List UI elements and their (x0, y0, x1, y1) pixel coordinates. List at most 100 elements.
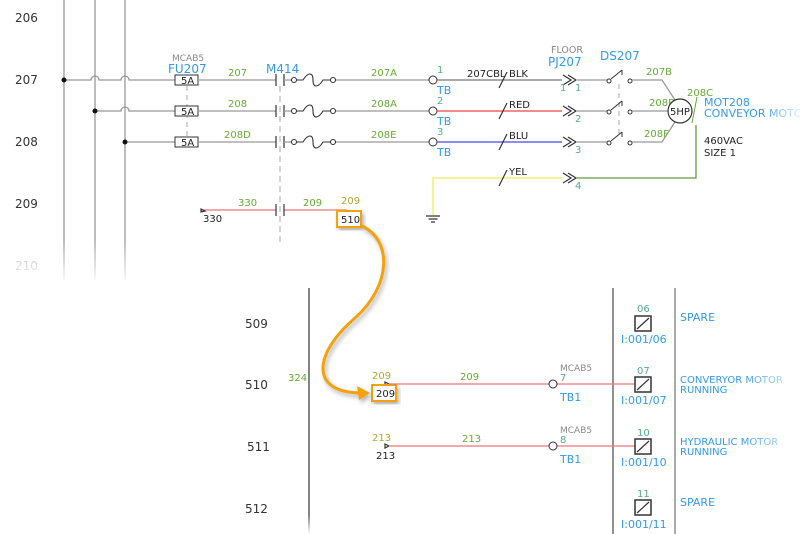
pin-number: 3 (575, 145, 581, 156)
rung-number: 209 (15, 197, 38, 211)
wire-label: 207B (646, 67, 672, 78)
overload-heaters[interactable] (284, 73, 337, 149)
wire-label: 208 (228, 99, 247, 110)
svg-text:209: 209 (376, 389, 395, 400)
plug-location: FLOOR (551, 45, 583, 56)
source-arrow-icon (200, 208, 207, 213)
fuse-tag: FU207 (168, 62, 207, 76)
auxiliary-contact[interactable] (275, 204, 285, 216)
source-arrow-icon (384, 443, 391, 449)
svg-text:2: 2 (437, 96, 443, 107)
motor-voltage: 460VAC (704, 136, 743, 147)
plc-input-06[interactable]: 06 I:001/06 (621, 304, 667, 346)
fuse[interactable]: 5A (174, 136, 199, 149)
wire-label: 209 (372, 371, 391, 382)
svg-text:510: 510 (341, 215, 360, 226)
rung-number: 206 (15, 11, 38, 25)
wire-label: 208E (371, 130, 396, 141)
motor[interactable]: 5HP (667, 98, 693, 124)
wire-label: 209 (341, 196, 360, 207)
disconnect-tag: DS207 (600, 49, 640, 63)
plc-input-10[interactable]: 10 I:001/10 (621, 428, 667, 469)
wire-label: 208A (371, 99, 397, 110)
fuse[interactable]: 5A (174, 74, 199, 87)
motor-size: SIZE 1 (704, 148, 736, 159)
plc-input-11[interactable]: 11 I:001/11 (621, 489, 667, 531)
cross-reference-510[interactable]: 510 (336, 210, 362, 228)
wire-label: 213 (372, 433, 391, 444)
rung-number: 509 (245, 317, 268, 331)
power-bus (61, 0, 175, 280)
junction-dot (61, 77, 67, 83)
rung-number: 207 (15, 73, 38, 87)
svg-text:06: 06 (637, 304, 650, 315)
svg-text:5A: 5A (181, 138, 194, 149)
cable-name: 207CBL (467, 69, 506, 80)
input-description: RUNNING (680, 385, 727, 396)
wire-label: 330 (238, 198, 257, 209)
wire-label: 207A (371, 68, 397, 79)
cross-reference-209[interactable]: 209 (371, 384, 397, 402)
terminal[interactable]: 3 TB (428, 127, 451, 159)
terminal[interactable]: MCAB5 7 TB1 (548, 364, 592, 404)
svg-text:1: 1 (437, 65, 443, 76)
wire-label: 208B (649, 98, 675, 109)
svg-text:07: 07 (637, 366, 650, 377)
wire-label: 209 (460, 372, 479, 383)
input-description: CONVERYOR MOTOR (680, 375, 783, 386)
pin-number: 4 (575, 181, 581, 192)
rung-number: 510 (245, 378, 268, 392)
svg-text:TB1: TB1 (559, 391, 581, 404)
starter-tag: M414 (266, 62, 299, 76)
motor-tag: MOT208 (704, 96, 750, 109)
plug-tag: PJ207 (548, 55, 582, 69)
rung-number: 511 (247, 440, 270, 454)
svg-text:11: 11 (637, 489, 650, 500)
pin-number: 1 (575, 83, 581, 94)
svg-text:I:001/07: I:001/07 (621, 394, 667, 407)
svg-text:MCAB5: MCAB5 (560, 426, 592, 436)
pin-number: 1 (560, 83, 566, 94)
input-description: HYDRAULIC MOTOR (680, 437, 778, 448)
svg-text:I:001/06: I:001/06 (621, 333, 667, 346)
pin-number: 2 (575, 114, 581, 125)
fuse-ref: MCAB5 (172, 54, 204, 64)
svg-text:TB: TB (436, 115, 451, 128)
rail-ref: 324 (288, 373, 307, 384)
disconnect-switch[interactable] (606, 69, 633, 146)
bottom-schematic: 509 510 511 512 324 06 I:001/06 SPARE 20… (245, 288, 800, 534)
svg-text:3: 3 (437, 127, 443, 138)
wire-label: 209 (303, 198, 322, 209)
wire-label: 208F (644, 129, 669, 140)
rung-number: 208 (15, 135, 38, 149)
svg-text:5HP: 5HP (670, 107, 690, 118)
wire-label: 213 (462, 434, 481, 445)
svg-text:5A: 5A (181, 107, 194, 118)
input-description: SPARE (680, 496, 715, 509)
input-description: SPARE (680, 311, 715, 324)
junction-dot (122, 139, 128, 145)
wire-label: 207 (228, 68, 247, 79)
terminal[interactable]: 1 TB (428, 65, 451, 97)
conductor-color: RED (509, 100, 530, 111)
input-description: RUNNING (680, 447, 727, 458)
plc-input-07[interactable]: 07 I:001/07 (621, 366, 667, 407)
top-schematic: 206 207 208 209 210 MCAB5 FU207 5A 5A (15, 0, 800, 280)
wire-label: 208D (224, 130, 251, 141)
svg-text:I:001/10: I:001/10 (621, 456, 667, 469)
conductor-color: YEL (508, 167, 527, 178)
svg-text:TB1: TB1 (559, 453, 581, 466)
terminal[interactable]: 2 TB (428, 96, 451, 128)
svg-text:TB: TB (436, 146, 451, 159)
fuse[interactable]: 5A (174, 105, 199, 118)
wire-label: 208C (687, 88, 713, 99)
junction-dot (92, 108, 98, 114)
source-ref: 213 (376, 451, 395, 462)
svg-text:7: 7 (560, 373, 566, 384)
terminal[interactable]: MCAB5 8 TB1 (548, 426, 592, 466)
conductor-color: BLU (509, 131, 528, 142)
conductor-color: BLK (509, 69, 528, 80)
ground-icon (426, 215, 440, 223)
svg-text:8: 8 (560, 435, 566, 446)
